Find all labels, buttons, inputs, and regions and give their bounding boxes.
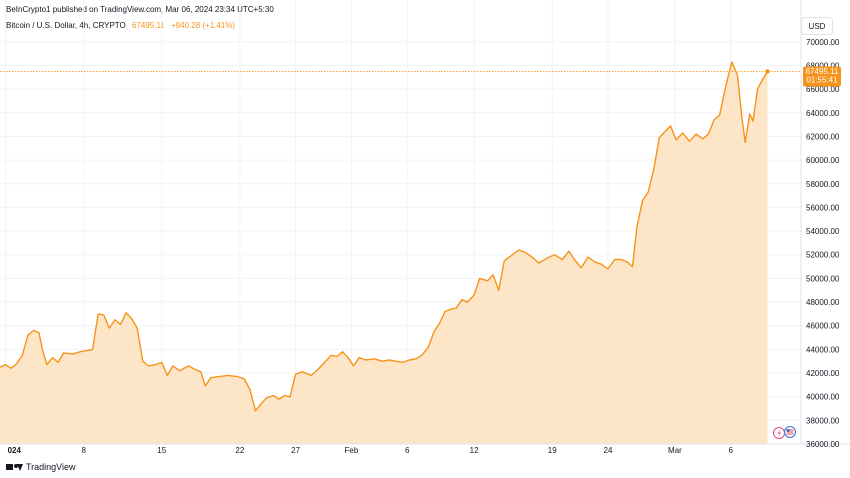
- x-tick-label: 024: [8, 446, 22, 455]
- y-tick-label: 46000.00: [806, 322, 840, 331]
- y-tick-label: 52000.00: [806, 251, 840, 260]
- y-tick-label: 38000.00: [806, 416, 840, 425]
- y-tick-label: 68000.00: [806, 61, 840, 70]
- y-tick-label: 40000.00: [806, 393, 840, 402]
- y-tick-label: 64000.00: [806, 109, 840, 118]
- price-area-fill: [0, 61, 768, 445]
- tradingview-logo-icon: [6, 462, 23, 472]
- x-tick-label: 12: [470, 446, 479, 455]
- price-badge-price: 67495.11: [806, 67, 839, 76]
- x-tick-label: Feb: [345, 446, 359, 455]
- published-header: BeInCrypto1 published on TradingView.com…: [6, 5, 274, 14]
- x-tick-label: 6: [405, 446, 410, 455]
- y-tick-label: 62000.00: [806, 132, 840, 141]
- price-axis[interactable]: 36000.00 38000.00 40000.00 42000.00 44000.00…: [806, 38, 840, 449]
- currency-label: USD: [808, 21, 826, 31]
- y-tick-label: 42000.00: [806, 369, 840, 378]
- time-axis[interactable]: 024 8 15 22 27 Feb 6 12 19 24 Mar 6: [8, 446, 734, 455]
- x-tick-label: Mar: [668, 446, 682, 455]
- currency-button[interactable]: USD: [801, 17, 833, 35]
- y-tick-label: 70000.00: [806, 38, 840, 47]
- symbol-name: Bitcoin / U.S. Dollar, 4h, CRYPTO: [6, 21, 126, 30]
- x-tick-label: 6: [728, 446, 733, 455]
- last-price-value: 67495.11: [131, 21, 165, 30]
- us-flag-icon[interactable]: [784, 426, 796, 438]
- y-tick-label: 50000.00: [806, 274, 840, 283]
- y-tick-label: 54000.00: [806, 227, 840, 236]
- price-line: [0, 61, 769, 412]
- price-badge: 67495.11 01:55:41: [803, 66, 841, 87]
- x-tick-label: 15: [157, 446, 166, 455]
- price-change: +940.28 (+1.41%): [171, 21, 236, 30]
- x-tick-label: 22: [235, 446, 244, 455]
- price-badge-countdown: 01:55:41: [806, 75, 838, 84]
- x-tick-label: 19: [548, 446, 557, 455]
- y-tick-label: 56000.00: [806, 203, 840, 212]
- x-tick-label: 27: [291, 446, 300, 455]
- symbol-legend: Bitcoin / U.S. Dollar, 4h, CRYPTO 67495.…: [6, 21, 235, 30]
- bolt-icon[interactable]: [773, 427, 785, 439]
- last-price-dot: [765, 69, 770, 74]
- y-tick-label: 66000.00: [806, 85, 840, 94]
- y-tick-label: 36000.00: [806, 440, 840, 449]
- y-tick-label: 60000.00: [806, 156, 840, 165]
- tradingview-brand: TradingView: [26, 462, 76, 472]
- x-tick-label: 24: [604, 446, 613, 455]
- y-tick-label: 48000.00: [806, 298, 840, 307]
- price-badge-background: [803, 66, 841, 87]
- tradingview-footer[interactable]: TradingView: [6, 462, 76, 472]
- y-tick-label: 58000.00: [806, 180, 840, 189]
- y-tick-label: 44000.00: [806, 345, 840, 354]
- x-tick-label: 8: [81, 446, 86, 455]
